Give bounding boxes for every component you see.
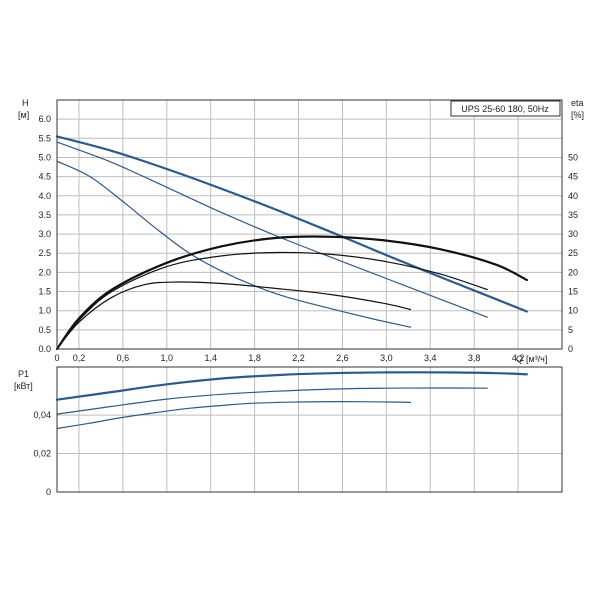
y-tick-label: 1.5 bbox=[38, 287, 51, 297]
efficiency-curve bbox=[55, 235, 528, 351]
y-tick-label: 2.0 bbox=[38, 267, 51, 277]
head-grid bbox=[56, 100, 562, 350]
y-tick-label: 5.5 bbox=[38, 133, 51, 143]
flow-axis-label: Q bbox=[516, 354, 523, 364]
head-axis-labels: 0 0,2 0,6 1,0 1,4 1,8 2,2 2,6 3,0 3,4 3,8 4,2 0.0 0.5… bbox=[38, 114, 578, 363]
chart-title-box bbox=[450, 100, 561, 117]
x-tick-label: 1,0 bbox=[161, 353, 174, 363]
power-curve bbox=[56, 401, 412, 430]
y-tick-label: 3.5 bbox=[38, 210, 51, 220]
y2-tick-label: 30 bbox=[568, 229, 578, 239]
x-tick-label: 0,6 bbox=[117, 353, 130, 363]
head-axis-unit: [м] bbox=[18, 110, 29, 120]
power-tick-label: 0 bbox=[46, 487, 51, 497]
y-tick-label: 1.0 bbox=[38, 306, 51, 316]
power-curve bbox=[56, 387, 488, 415]
y2-tick-label: 25 bbox=[568, 248, 578, 258]
chart-title: UPS 25-60 180, 50Hz bbox=[461, 104, 549, 114]
power-curve bbox=[55, 371, 528, 401]
y2-tick-label: 5 bbox=[568, 325, 573, 335]
x-tick-label: 3,0 bbox=[380, 353, 393, 363]
efficiency-axis-label: eta bbox=[571, 98, 584, 108]
efficiency-axis-unit: [%] bbox=[571, 110, 584, 120]
y2-tick-label: 20 bbox=[568, 267, 578, 277]
x-tick-label: 1,4 bbox=[204, 353, 217, 363]
x-tick-label: 0 bbox=[54, 353, 59, 363]
flow-axis-unit: [м³/ч] bbox=[526, 354, 547, 364]
x-tick-label: 4,2 bbox=[512, 353, 525, 363]
power-plot-frame bbox=[56, 366, 563, 493]
y2-tick-label: 10 bbox=[568, 306, 578, 316]
y2-tick-label: 35 bbox=[568, 210, 578, 220]
efficiency-curve bbox=[56, 251, 488, 350]
y-tick-label: 4.5 bbox=[38, 172, 51, 182]
power-curves bbox=[55, 371, 528, 430]
power-axis-label: P1 bbox=[18, 369, 29, 379]
y-tick-label: 6.0 bbox=[38, 114, 51, 124]
y-tick-label: 4.0 bbox=[38, 191, 51, 201]
head-curve bbox=[55, 135, 528, 313]
x-tick-label: 2,6 bbox=[336, 353, 349, 363]
head-plot-frame bbox=[56, 99, 563, 350]
x-tick-label: 0,2 bbox=[73, 353, 86, 363]
y2-tick-label: 50 bbox=[568, 152, 578, 162]
head-axis-label: H bbox=[22, 98, 29, 108]
power-axis-labels: 0 0,02 0,04 bbox=[33, 410, 51, 497]
y-tick-label: 5.0 bbox=[38, 152, 51, 162]
x-tick-label: 2,2 bbox=[292, 353, 305, 363]
power-axis-unit: [кВт] bbox=[14, 381, 33, 391]
y-tick-label: 0.5 bbox=[38, 325, 51, 335]
y-tick-label: 3.0 bbox=[38, 229, 51, 239]
x-tick-label: 3,4 bbox=[424, 353, 437, 363]
efficiency-curve bbox=[56, 281, 412, 350]
y-tick-label: 0.0 bbox=[38, 344, 51, 354]
y2-tick-label: 15 bbox=[568, 287, 578, 297]
head-efficiency-curves bbox=[55, 135, 528, 351]
head-curve bbox=[56, 160, 412, 328]
x-tick-label: 1,8 bbox=[248, 353, 261, 363]
y2-tick-label: 45 bbox=[568, 172, 578, 182]
x-tick-label: 3,8 bbox=[468, 353, 481, 363]
head-curve bbox=[56, 141, 488, 318]
y-tick-label: 2.5 bbox=[38, 248, 51, 258]
y2-tick-label: 0 bbox=[568, 344, 573, 354]
power-tick-label: 0,02 bbox=[33, 449, 51, 459]
y2-tick-label: 40 bbox=[568, 191, 578, 201]
power-grid bbox=[56, 367, 562, 493]
power-tick-label: 0,04 bbox=[33, 410, 51, 420]
